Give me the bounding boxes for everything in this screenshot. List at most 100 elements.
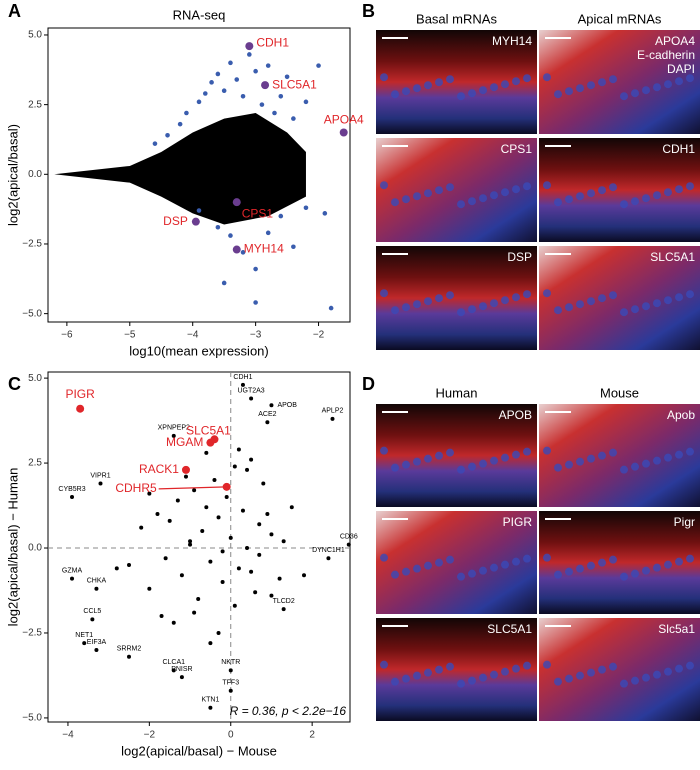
nucleus-blob bbox=[576, 84, 584, 93]
nucleus-blob bbox=[576, 564, 584, 573]
point bbox=[147, 586, 152, 591]
point bbox=[265, 420, 270, 425]
point bbox=[202, 91, 208, 96]
point-label: MGAM bbox=[166, 435, 203, 449]
nucleus-blob bbox=[468, 305, 476, 314]
point bbox=[265, 63, 271, 68]
nucleus-blob bbox=[576, 192, 584, 201]
micrograph bbox=[539, 404, 700, 507]
point bbox=[163, 556, 168, 561]
y-tick-label: −5.0 bbox=[22, 713, 42, 724]
nucleus-blob bbox=[490, 670, 498, 679]
nucleus-blob bbox=[479, 459, 487, 468]
point bbox=[171, 433, 176, 438]
nucleus-blob bbox=[642, 566, 650, 575]
nucleus-blob bbox=[424, 297, 432, 306]
micrograph bbox=[539, 30, 700, 134]
nucleus-blob bbox=[631, 197, 639, 206]
nucleus-blob bbox=[457, 572, 465, 581]
point bbox=[257, 552, 262, 557]
nucleus-blob bbox=[609, 75, 617, 84]
point bbox=[245, 42, 254, 51]
point bbox=[206, 438, 215, 447]
point bbox=[94, 586, 99, 591]
nucleus-blob bbox=[675, 185, 683, 194]
nucleus-blob bbox=[380, 446, 388, 455]
point bbox=[249, 396, 254, 401]
nucleus-blob bbox=[543, 181, 551, 190]
point bbox=[200, 529, 205, 534]
nucleus-blob bbox=[686, 290, 694, 299]
nucleus-blob bbox=[391, 677, 399, 686]
x-axis-title: log2(apical/basal) − Mouse bbox=[121, 743, 277, 758]
point bbox=[165, 132, 170, 138]
nucleus-blob bbox=[598, 186, 606, 195]
nucleus-blob bbox=[424, 561, 432, 570]
point-label: APOB bbox=[277, 402, 297, 409]
nucleus-blob bbox=[587, 454, 595, 463]
nucleus-blob bbox=[620, 308, 628, 317]
point bbox=[322, 211, 328, 216]
nucleus-blob bbox=[523, 182, 531, 191]
nucleus-blob bbox=[402, 195, 410, 204]
nucleus-blob bbox=[565, 303, 573, 312]
micrograph bbox=[539, 511, 700, 614]
point bbox=[196, 596, 201, 601]
point bbox=[192, 610, 197, 615]
nucleus-blob bbox=[391, 306, 399, 315]
point bbox=[221, 280, 227, 286]
point bbox=[188, 542, 193, 547]
x-tick-label: −3 bbox=[250, 330, 262, 341]
nucleus-blob bbox=[490, 299, 498, 308]
nucleus-blob bbox=[402, 87, 410, 96]
point bbox=[339, 128, 348, 137]
nucleus-blob bbox=[653, 191, 661, 200]
nucleus-blob bbox=[620, 572, 628, 581]
point-label: MYH14 bbox=[244, 242, 284, 256]
nucleus-blob bbox=[391, 198, 399, 207]
point-label: DYNC1H1 bbox=[312, 547, 345, 554]
point bbox=[76, 404, 85, 413]
nucleus-blob bbox=[501, 667, 509, 676]
nucleus-blob bbox=[479, 673, 487, 682]
micrograph bbox=[539, 618, 700, 721]
nucleus-blob bbox=[413, 564, 421, 573]
nucleus-blob bbox=[512, 557, 520, 566]
nucleus-blob bbox=[686, 74, 694, 83]
x-tick-label: −5 bbox=[124, 330, 136, 341]
nucleus-blob bbox=[512, 450, 520, 459]
nucleus-blob bbox=[501, 188, 509, 197]
point bbox=[191, 217, 200, 226]
y-tick-label: −2.5 bbox=[22, 239, 42, 250]
nucleus-blob bbox=[543, 73, 551, 82]
nucleus-blob bbox=[675, 557, 683, 566]
tile-label: SLC5A1 bbox=[487, 622, 532, 636]
point bbox=[171, 620, 176, 625]
nucleus-blob bbox=[554, 463, 562, 472]
nucleus-blob bbox=[523, 447, 531, 456]
point bbox=[167, 518, 172, 523]
x-tick-label: −4 bbox=[62, 730, 74, 741]
nucleus-blob bbox=[413, 84, 421, 93]
nucleus-blob bbox=[479, 302, 487, 311]
micrograph bbox=[376, 618, 537, 721]
point bbox=[291, 116, 296, 121]
nucleus-blob bbox=[402, 460, 410, 469]
point bbox=[192, 488, 197, 493]
point bbox=[291, 244, 296, 250]
panel-letter: D bbox=[362, 374, 375, 394]
nucleus-blob bbox=[523, 661, 531, 670]
nucleus-blob bbox=[554, 198, 562, 207]
point bbox=[265, 512, 270, 517]
point-label: PIGR bbox=[65, 387, 95, 401]
point bbox=[277, 576, 282, 581]
y-axis-title: log2(apical/basal) − Human bbox=[5, 468, 20, 627]
nucleus-blob bbox=[512, 664, 520, 673]
nucleus-blob bbox=[435, 558, 443, 567]
point bbox=[171, 668, 176, 673]
x-tick-label: −4 bbox=[187, 330, 199, 341]
nucleus-blob bbox=[543, 446, 551, 455]
nucleus-blob bbox=[642, 194, 650, 203]
point bbox=[221, 88, 227, 94]
